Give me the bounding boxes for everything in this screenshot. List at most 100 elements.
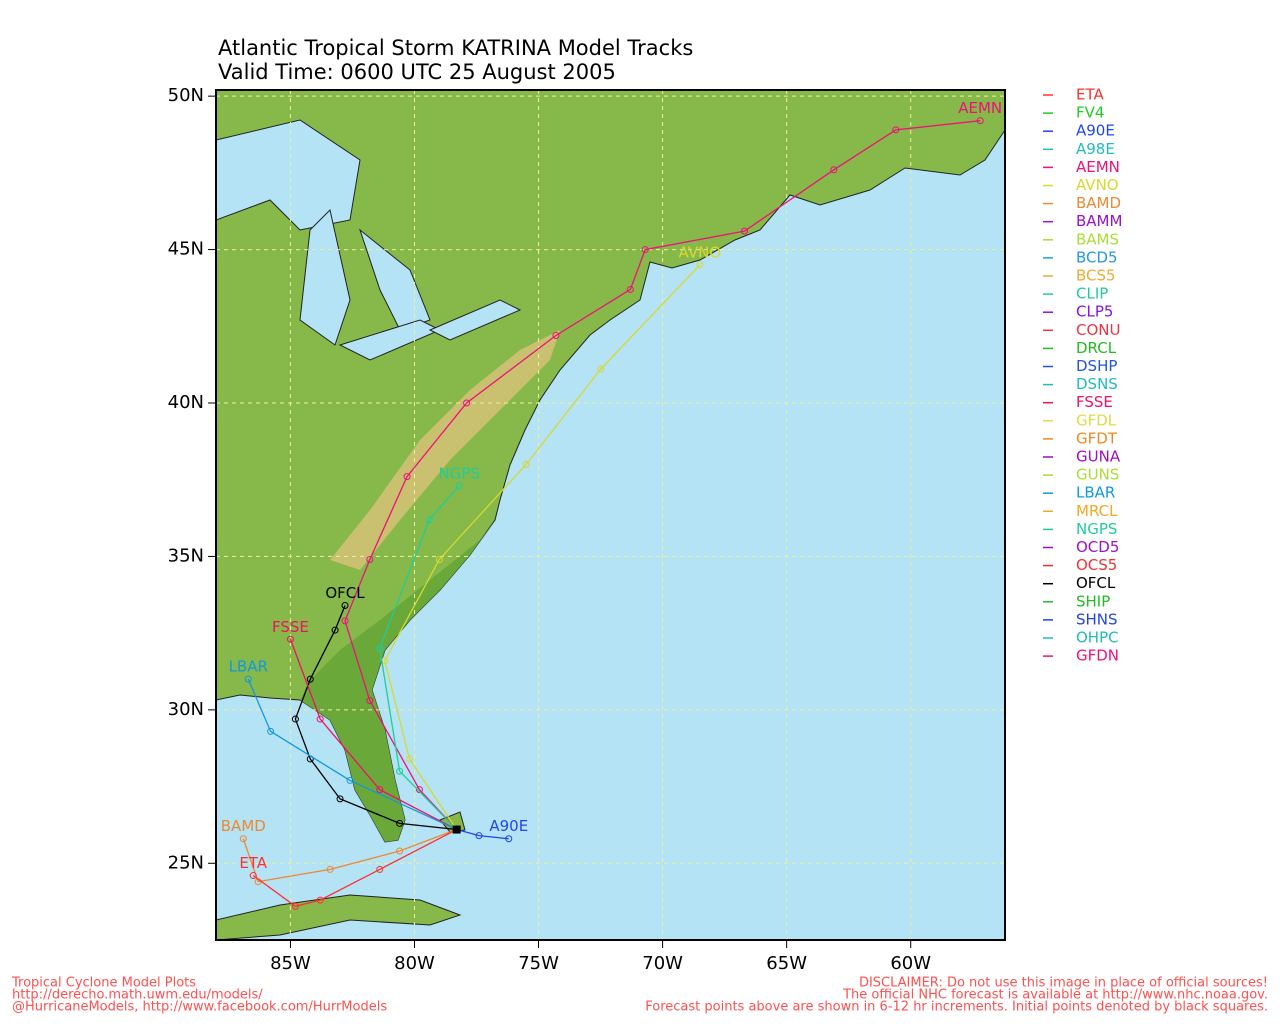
plot-frame [215, 89, 1006, 941]
x-tick-label: 75W [518, 953, 559, 974]
track-point [425, 516, 433, 524]
track-point [267, 727, 275, 735]
y-tick-label: 50N [168, 85, 204, 106]
track-line [379, 485, 460, 830]
track-point [376, 644, 384, 652]
track-label: FSSE [272, 618, 309, 636]
track-point [396, 819, 404, 827]
footer-left: http://derecho.math.uwm.edu/models/ [12, 988, 263, 1003]
x-tick-label: 85W [270, 953, 311, 974]
track-line [252, 828, 457, 907]
track-point [976, 117, 984, 125]
legend-label: SHNS [1076, 610, 1118, 628]
footer-right: DISCLAIMER: Do not use this image in pla… [859, 976, 1268, 991]
footer-left: @HurricaneModels, http://www.facebook.co… [12, 1000, 387, 1015]
track-point [830, 166, 838, 174]
footer-left: Tropical Cyclone Model Plots [11, 976, 196, 991]
track-point [505, 835, 513, 843]
track-point [326, 865, 334, 873]
track-point [396, 767, 404, 775]
highland [330, 330, 560, 570]
legend-label: DSNS [1076, 375, 1118, 393]
legend-label: ETA [1076, 86, 1104, 104]
chart-subtitle: Valid Time: 0600 UTC 25 August 2005 [218, 60, 616, 84]
track-point [306, 675, 314, 683]
track-label: AVNO [679, 243, 722, 261]
track-line [289, 639, 457, 831]
track-point [740, 227, 748, 235]
footer-right: Forecast points above are shown in 6-12 … [645, 1000, 1268, 1015]
track-point [376, 786, 384, 794]
legend-label: GFDT [1076, 429, 1118, 447]
track-label: OFCL [325, 584, 365, 602]
chart-title: Atlantic Tropical Storm KATRINA Model Tr… [218, 36, 693, 60]
track-label: A90E [489, 817, 528, 835]
track-point [291, 715, 299, 723]
track-point [415, 786, 423, 794]
legend-label: BAMD [1076, 194, 1121, 212]
track-point [455, 482, 463, 490]
track-point [291, 902, 299, 910]
track-point [626, 285, 634, 293]
track-point [316, 896, 324, 904]
legend-label: GFDL [1076, 411, 1117, 429]
legend-label: SHIP [1076, 592, 1110, 610]
legend-label: LBAR [1076, 484, 1115, 502]
legend-label: AEMN [1076, 158, 1120, 176]
track-point [366, 697, 374, 705]
track-point [475, 832, 483, 840]
legend-label: FSSE [1076, 393, 1113, 411]
lake [299, 209, 351, 346]
legend-label: CLIP [1076, 285, 1108, 303]
track-point [249, 872, 257, 880]
track-line [242, 828, 457, 883]
track-line [384, 264, 701, 830]
track-point [463, 399, 471, 407]
initial-point [452, 825, 461, 834]
track-point [286, 635, 294, 643]
track-point [341, 617, 349, 625]
y-tick-label: 45N [168, 239, 204, 260]
track-point [406, 755, 414, 763]
x-tick-label: 65W [766, 953, 807, 974]
cuba [216, 894, 462, 940]
legend-label: A90E [1076, 122, 1115, 140]
track-point [376, 865, 384, 873]
track-point [239, 835, 247, 843]
legend-label: MRCL [1076, 502, 1118, 520]
track-point [244, 675, 252, 683]
legend-label: GUNA [1076, 448, 1121, 466]
track-point [403, 473, 411, 481]
footer-right: The official NHC forecast is available a… [842, 988, 1268, 1003]
track-point [435, 555, 443, 563]
track-point [522, 460, 530, 468]
track-point [316, 715, 324, 723]
land [216, 90, 1005, 940]
track-label: LBAR [229, 658, 268, 676]
track-line [294, 605, 457, 831]
track-point [892, 126, 900, 134]
track-point [641, 246, 649, 254]
track-line [344, 120, 981, 830]
track-line [247, 678, 457, 831]
legend-label: BCD5 [1076, 248, 1118, 266]
lowland [300, 520, 495, 842]
y-tick-label: 40N [168, 392, 204, 413]
legend-label: DRCL [1076, 339, 1117, 357]
track-point [696, 261, 704, 269]
legend-label: GUNS [1076, 466, 1119, 484]
legend-label: DSHP [1076, 357, 1117, 375]
track-point [597, 365, 605, 373]
track-point [331, 626, 339, 634]
track-point [366, 555, 374, 563]
y-tick-label: 30N [168, 699, 204, 720]
y-tick-label: 35N [168, 545, 204, 566]
legend-label: OFCL [1076, 574, 1116, 592]
legend-label: OCD5 [1076, 538, 1119, 556]
legend-label: NGPS [1076, 520, 1117, 538]
track-line [456, 828, 509, 840]
legend-label: FV4 [1076, 104, 1104, 122]
x-tick-label: 60W [890, 953, 931, 974]
x-tick-label: 70W [642, 953, 683, 974]
